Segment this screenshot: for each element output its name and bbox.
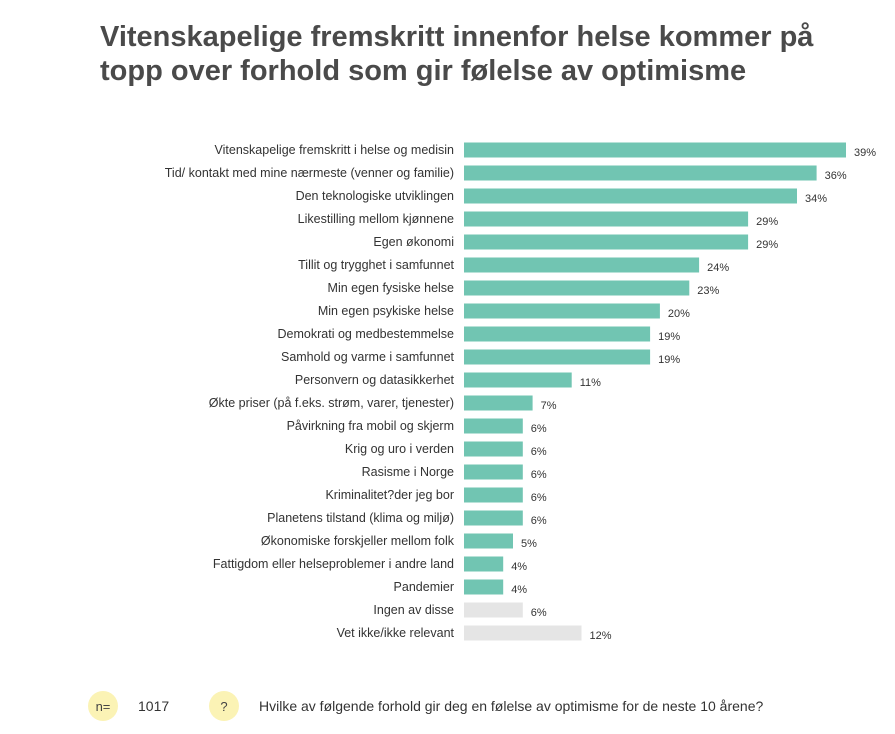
bar: [464, 303, 660, 319]
value-label: 6%: [531, 515, 547, 527]
bar: [464, 579, 504, 595]
category-label: Pandemier: [394, 580, 454, 594]
bar: [464, 602, 523, 618]
bar: [464, 326, 651, 342]
category-label: Planetens tilstand (klima og miljø): [267, 511, 454, 525]
bar: [464, 556, 504, 572]
survey-question: ? Hvilke av følgende forhold gir deg en …: [209, 690, 763, 722]
bar: [464, 142, 846, 158]
category-label: Den teknologiske utviklingen: [296, 189, 454, 203]
value-label: 4%: [511, 561, 527, 573]
survey-question-text: Hvilke av følgende forhold gir deg en fø…: [259, 698, 764, 714]
category-label: Rasisme i Norge: [362, 465, 454, 479]
bar: [464, 418, 523, 434]
value-label: 6%: [531, 492, 547, 504]
bar: [464, 395, 533, 411]
value-label: 23%: [697, 285, 719, 297]
category-label: Min egen psykiske helse: [318, 304, 454, 318]
bar: [464, 211, 749, 227]
value-label: 6%: [531, 469, 547, 481]
category-label: Fattigdom eller helseproblemer i andre l…: [213, 557, 454, 571]
bar: [464, 487, 523, 503]
category-label: Påvirkning fra mobil og skjerm: [287, 419, 454, 433]
question-mark-icon: ?: [209, 691, 239, 721]
bar: [464, 280, 690, 296]
value-label: 6%: [531, 423, 547, 435]
sample-size-badge: n=: [88, 691, 118, 721]
bar: [464, 533, 513, 549]
bar: [464, 234, 749, 250]
value-label: 4%: [511, 584, 527, 596]
bar-chart: Vitenskapelige fremskritt i helse og med…: [165, 142, 876, 642]
value-label: 20%: [668, 308, 690, 320]
category-label: Krig og uro i verden: [345, 442, 454, 456]
category-label: Kriminalitet?der jeg bor: [325, 488, 454, 502]
category-label: Økte priser (på f.eks. strøm, varer, tje…: [209, 396, 454, 410]
category-label: Økonomiske forskjeller mellom folk: [261, 534, 455, 548]
category-label: Tillit og trygghet i samfunnet: [298, 258, 454, 272]
category-label: Egen økonomi: [373, 235, 454, 249]
category-label: Demokrati og medbestemmelse: [278, 327, 455, 341]
value-label: 24%: [707, 262, 729, 274]
value-label: 6%: [531, 446, 547, 458]
bar: [464, 441, 523, 457]
sample-size-value: 1017: [138, 698, 170, 714]
sample-size: n= 1017: [88, 690, 169, 722]
page-title: Vitenskapelige fremskritt innenfor helse…: [100, 21, 814, 87]
bar: [464, 625, 582, 641]
value-label: 36%: [825, 170, 847, 182]
category-label: Tid/ kontakt med mine nærmeste (venner o…: [165, 166, 454, 180]
value-label: 6%: [531, 607, 547, 619]
value-label: 12%: [590, 630, 612, 642]
category-label: Vet ikke/ikke relevant: [337, 626, 455, 640]
bar: [464, 464, 523, 480]
category-label: Ingen av disse: [373, 603, 454, 617]
category-label: Vitenskapelige fremskritt i helse og med…: [215, 143, 455, 157]
value-label: 34%: [805, 193, 827, 205]
category-label: Personvern og datasikkerhet: [295, 373, 455, 387]
bar: [464, 257, 700, 273]
category-label: Likestilling mellom kjønnene: [298, 212, 454, 226]
bar: [464, 349, 651, 365]
value-label: 7%: [541, 400, 557, 412]
bar: [464, 165, 817, 181]
category-label: Samhold og varme i samfunnet: [281, 350, 455, 364]
value-label: 11%: [580, 377, 601, 389]
value-label: 19%: [658, 354, 680, 366]
value-label: 39%: [854, 147, 876, 159]
bar: [464, 372, 572, 388]
value-label: 29%: [756, 216, 778, 228]
bar: [464, 188, 797, 204]
value-label: 5%: [521, 538, 537, 550]
value-label: 19%: [658, 331, 680, 343]
category-label: Min egen fysiske helse: [328, 281, 455, 295]
value-label: 29%: [756, 239, 778, 251]
bar: [464, 510, 523, 526]
